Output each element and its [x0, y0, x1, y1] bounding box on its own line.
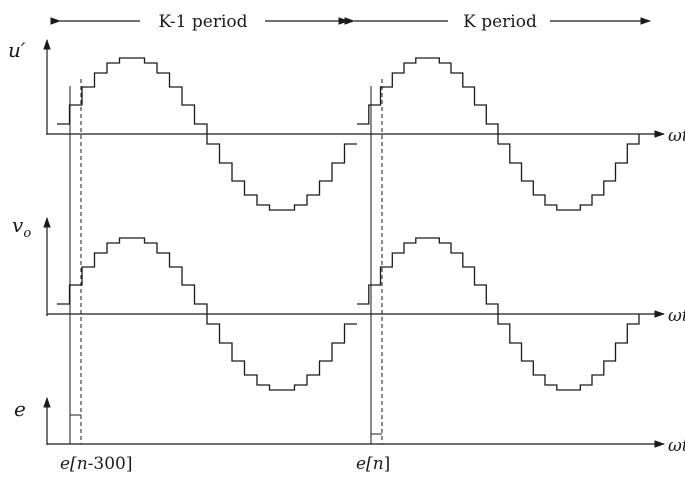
sample-lines-left: [69, 79, 82, 444]
top-staircase-wave: [57, 57, 640, 211]
error-marker-left-index: n: [77, 454, 88, 474]
top-signal-label-main: u: [8, 38, 21, 62]
bottom-axis-omega-label: ωt: [668, 436, 685, 456]
period-label-right: K period: [463, 12, 537, 32]
period-label-left: K-1 period: [158, 12, 247, 32]
top-signal-label-prime: ′: [21, 38, 26, 62]
middle-staircase-wave: [57, 237, 640, 391]
error-marker-right: e[n]: [356, 454, 390, 474]
error-marker-right-prefix: e[: [356, 454, 373, 474]
error-marker-right-index: n: [373, 454, 384, 474]
top-signal-label: u′: [8, 38, 26, 62]
top-axis-omega-label: ωt: [668, 126, 685, 146]
middle-signal-label-main: v: [12, 213, 24, 237]
error-marker-left: e[n-300]: [60, 454, 132, 474]
error-marker-left-prefix: e[: [60, 454, 77, 474]
middle-axis-omega-label: ωt: [668, 306, 685, 326]
period-header: K-1 period K period: [50, 12, 652, 32]
bottom-signal-label: e: [14, 397, 26, 421]
error-marker-right-suffix: ]: [384, 454, 391, 474]
middle-signal-label: vo: [12, 213, 31, 241]
sample-lines-right: [370, 79, 383, 444]
middle-signal-label-sub: o: [23, 226, 31, 241]
error-marker-left-suffix: -300]: [88, 454, 133, 474]
